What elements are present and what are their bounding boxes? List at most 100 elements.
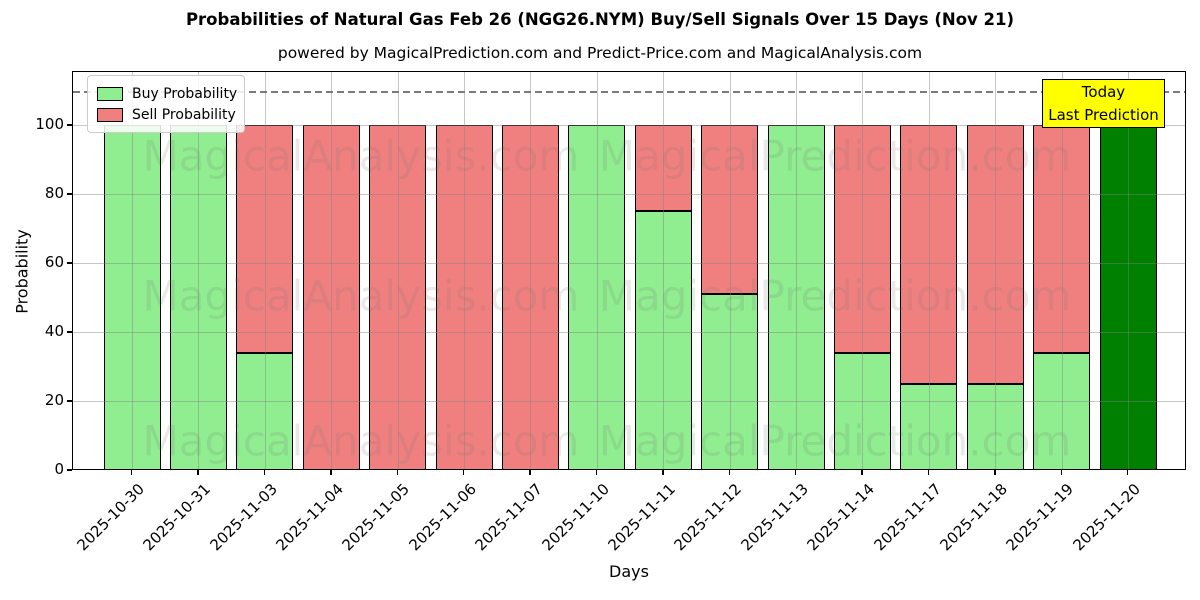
h-gridline <box>73 263 1185 265</box>
y-tick-mark <box>67 469 72 471</box>
x-tick-mark <box>197 470 199 475</box>
buy-bar-segment <box>833 352 891 471</box>
x-tick-label: 2025-11-11 <box>604 480 679 555</box>
x-tick-mark <box>994 470 996 475</box>
watermark-left: MagicalAnalysis.com <box>142 271 580 321</box>
x-tick-label: 2025-11-12 <box>670 480 746 555</box>
buy-bar-segment <box>634 211 692 471</box>
v-gridline <box>397 72 399 469</box>
buy-bar-segment <box>767 125 825 471</box>
v-gridline <box>198 72 200 469</box>
h-gridline <box>73 125 1185 127</box>
buy-bar-segment <box>1099 125 1157 471</box>
x-tick-label: 2025-11-04 <box>272 480 347 555</box>
buy-bar-segment <box>568 125 626 471</box>
y-tick-mark <box>67 193 72 195</box>
today-annotation-box: Today Last Prediction <box>1042 79 1165 128</box>
x-tick-label: 2025-11-18 <box>936 480 1011 555</box>
sell-bar-segment <box>369 125 427 471</box>
x-tick-label: 2025-11-07 <box>471 480 547 555</box>
x-tick-label: 2025-11-14 <box>803 480 879 555</box>
x-tick-mark <box>861 470 863 475</box>
legend-entry-sell: Sell Probability <box>97 104 236 125</box>
sell-bar-segment <box>966 125 1024 384</box>
x-tick-label: 2025-11-13 <box>737 480 812 555</box>
h-gridline <box>73 332 1185 334</box>
x-tick-label: 2025-11-17 <box>870 480 945 555</box>
x-tick-mark <box>263 470 266 475</box>
sell-bar-segment <box>701 125 759 295</box>
buy-bar-segment <box>169 125 227 471</box>
y-tick-mark <box>67 262 72 264</box>
x-tick-label: 2025-10-30 <box>73 480 148 555</box>
watermark-right: MagicalPrediction.com <box>598 271 1072 321</box>
watermark-left: MagicalAnalysis.com <box>142 131 580 181</box>
sell-bar-segment <box>236 125 294 353</box>
threshold-dashed-line <box>73 90 1185 93</box>
x-tick-label: 2025-11-05 <box>338 480 414 555</box>
x-tick-mark <box>330 470 332 475</box>
v-gridline <box>530 72 532 469</box>
today-line1: Today <box>1081 83 1126 101</box>
today-line2: Last Prediction <box>1048 106 1159 125</box>
sell-bar-segment <box>634 125 692 212</box>
sell-swatch-icon <box>97 107 123 122</box>
v-gridline <box>331 72 333 469</box>
x-tick-mark <box>795 470 797 475</box>
x-tick-mark <box>662 470 664 475</box>
x-tick-mark <box>595 470 598 475</box>
x-tick-label: 2025-11-19 <box>1002 480 1078 555</box>
legend-label-sell: Sell Probability <box>132 106 236 123</box>
v-gridline <box>862 72 864 469</box>
x-tick-label: 2025-11-10 <box>538 480 613 555</box>
x-tick-mark <box>1127 470 1129 475</box>
v-gridline <box>928 72 930 469</box>
legend-entry-buy: Buy Probability <box>97 83 238 104</box>
y-tick-mark <box>67 124 72 126</box>
sell-bar-segment <box>833 125 891 353</box>
sell-bar-segment <box>302 125 360 471</box>
v-gridline <box>264 72 266 469</box>
y-tick-mark <box>67 331 72 333</box>
watermark-left: MagicalAnalysis.com <box>142 416 580 466</box>
v-gridline <box>663 72 665 469</box>
chart-title: Probabilities of Natural Gas Feb 26 (NGG… <box>185 10 1015 29</box>
h-gridline <box>73 401 1185 403</box>
x-axis-label: Days <box>609 562 649 581</box>
x-tick-label: 2025-11-03 <box>206 480 281 555</box>
x-tick-mark <box>728 470 730 475</box>
v-gridline <box>796 72 797 469</box>
y-tick-label: 100 <box>35 115 64 134</box>
watermark-right: MagicalPrediction.com <box>598 416 1072 466</box>
y-tick-label: 20 <box>44 391 64 410</box>
h-gridline <box>73 194 1185 196</box>
buy-bar-segment <box>900 383 958 471</box>
v-gridline <box>596 72 598 469</box>
legend: Buy Probability Sell Probability <box>87 75 245 133</box>
x-tick-label: 2025-10-31 <box>139 480 215 555</box>
y-tick-label: 40 <box>44 322 64 341</box>
buy-bar-segment <box>701 294 759 471</box>
v-gridline <box>464 72 465 469</box>
v-gridline <box>995 72 997 469</box>
watermark-right: MagicalPrediction.com <box>598 131 1072 181</box>
legend-label-buy: Buy Probability <box>132 85 238 102</box>
buy-bar-segment <box>103 125 161 471</box>
v-gridline <box>1061 72 1063 469</box>
sell-bar-segment <box>1033 125 1091 353</box>
x-tick-mark <box>131 470 133 475</box>
sell-bar-segment <box>501 125 559 471</box>
buy-swatch-icon <box>97 86 123 101</box>
x-tick-label: 2025-11-06 <box>405 480 480 555</box>
buy-bar-segment <box>966 383 1024 471</box>
sell-bar-segment <box>900 125 958 384</box>
v-gridline <box>1128 72 1129 469</box>
x-tick-mark <box>396 470 398 475</box>
buy-bar-segment <box>1033 352 1091 471</box>
x-tick-mark <box>463 470 465 475</box>
v-gridline <box>132 72 133 469</box>
y-tick-label: 80 <box>44 184 64 203</box>
x-tick-mark <box>529 470 531 475</box>
x-tick-mark <box>1060 470 1062 475</box>
x-tick-mark <box>927 470 930 475</box>
